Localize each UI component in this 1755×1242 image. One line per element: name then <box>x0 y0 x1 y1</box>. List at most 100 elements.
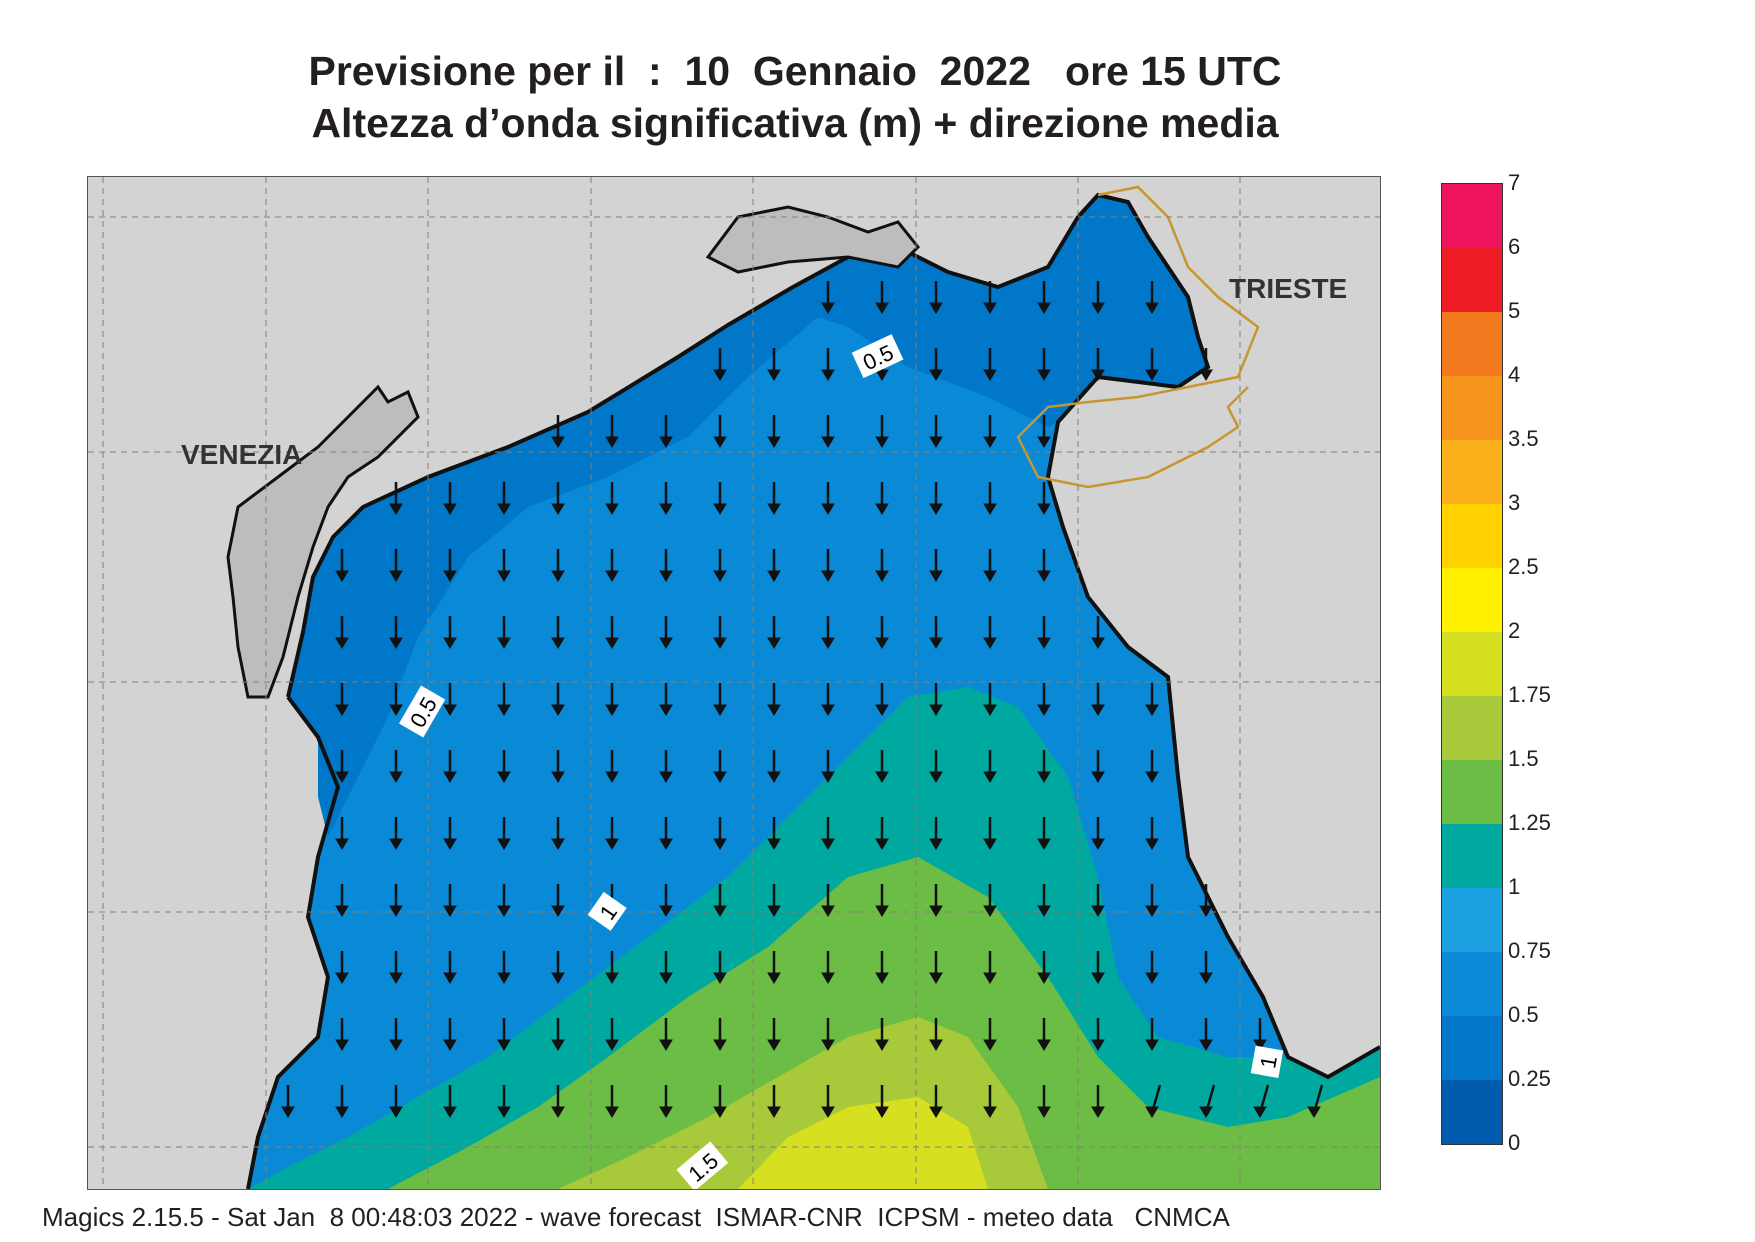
wave-arrow <box>1199 951 1213 984</box>
wave-arrow <box>497 683 511 716</box>
wave-arrow <box>551 884 565 917</box>
wave-arrow <box>983 884 997 917</box>
wave-arrow <box>389 884 403 917</box>
wave-arrow <box>389 1085 403 1118</box>
wave-arrow <box>821 683 835 716</box>
wave-arrow <box>659 1018 673 1051</box>
colorbar-tick-label: 0.25 <box>1508 1066 1551 1091</box>
wave-direction-arrows <box>281 281 1324 1118</box>
wave-arrow <box>767 951 781 984</box>
colorbar-tick-label: 1.5 <box>1508 746 1539 771</box>
wave-arrow <box>929 348 943 381</box>
wave-arrow <box>443 951 457 984</box>
wave-arrow <box>659 750 673 783</box>
wave-arrow <box>875 884 889 917</box>
wave-arrow <box>983 683 997 716</box>
wave-arrow <box>497 951 511 984</box>
wave-arrow <box>497 616 511 649</box>
colorbar-segment <box>1442 1016 1502 1080</box>
wave-arrow <box>821 281 835 314</box>
wave-arrow <box>1199 1084 1216 1118</box>
contour-label: 1 <box>587 891 627 931</box>
wave-arrow <box>1037 683 1051 716</box>
wave-arrow <box>767 1085 781 1118</box>
wave-arrow <box>1091 817 1105 850</box>
wave-arrow <box>389 750 403 783</box>
wave-arrow <box>767 817 781 850</box>
wave-arrow <box>389 817 403 850</box>
wave-arrow <box>1145 951 1159 984</box>
wave-arrow <box>335 616 349 649</box>
wave-arrow <box>1037 281 1051 314</box>
wave-arrow <box>821 616 835 649</box>
wave-arrow <box>1307 1084 1324 1118</box>
wave-arrow <box>1091 750 1105 783</box>
wave-arrow <box>929 817 943 850</box>
wave-arrow <box>713 884 727 917</box>
city-label-trieste: TRIESTE <box>1229 273 1348 304</box>
wave-arrow <box>983 415 997 448</box>
wave-arrow <box>1037 951 1051 984</box>
wave-arrow <box>551 616 565 649</box>
wave-arrow <box>983 951 997 984</box>
wave-arrow <box>659 683 673 716</box>
wave-arrow <box>821 817 835 850</box>
band-125-15 <box>388 857 1380 1189</box>
wave-arrow <box>497 1018 511 1051</box>
colorbar-tick-label: 4 <box>1508 362 1521 387</box>
wave-arrow <box>605 1085 619 1118</box>
city-label-venezia: VENEZIA <box>181 439 303 470</box>
wave-arrow <box>605 683 619 716</box>
colorbar-segment <box>1442 568 1502 632</box>
wave-arrow <box>713 415 727 448</box>
wave-arrow <box>497 1085 511 1118</box>
colorbar-segment <box>1442 312 1502 376</box>
wave-arrow <box>335 951 349 984</box>
wave-arrow <box>1091 348 1105 381</box>
wave-arrow <box>1091 951 1105 984</box>
colorbar-tick-label: 7 <box>1508 170 1521 195</box>
wave-arrow <box>1037 616 1051 649</box>
wave-arrow <box>713 549 727 582</box>
wave-arrow <box>875 750 889 783</box>
wave-arrow <box>551 482 565 515</box>
wave-arrow <box>821 549 835 582</box>
wave-arrow <box>551 549 565 582</box>
footer-credits: Magics 2.15.5 - Sat Jan 8 00:48:03 2022 … <box>42 1202 1230 1232</box>
colorbar-segment <box>1442 888 1502 952</box>
colorbar-segment <box>1442 696 1502 760</box>
colorbar-tick-label: 1.25 <box>1508 810 1551 835</box>
wave-arrow <box>929 415 943 448</box>
wave-arrow <box>875 1085 889 1118</box>
wave-arrow <box>605 817 619 850</box>
wave-arrow <box>551 951 565 984</box>
wave-arrow <box>875 616 889 649</box>
colorbar-tick-label: 0 <box>1508 1130 1521 1155</box>
wave-arrow <box>983 281 997 314</box>
colorbar-segment <box>1442 184 1502 248</box>
wave-arrow <box>443 884 457 917</box>
wave-arrow <box>281 1085 295 1118</box>
grado-lagoon-land <box>705 205 921 274</box>
wave-arrow <box>821 1018 835 1051</box>
wave-arrow <box>659 884 673 917</box>
wave-arrow <box>767 482 781 515</box>
colorbar-segment <box>1442 952 1502 1016</box>
wave-arrow <box>551 415 565 448</box>
colorbar-tick-label: 3 <box>1508 490 1521 515</box>
wave-arrow <box>929 549 943 582</box>
wave-arrow <box>929 281 943 314</box>
wave-arrow <box>983 1018 997 1051</box>
colorbar-tick-label: 2.5 <box>1508 554 1539 579</box>
colorbar-segment <box>1442 376 1502 440</box>
wave-arrow <box>335 1085 349 1118</box>
colorbar-segment <box>1442 760 1502 824</box>
wave-arrow <box>821 348 835 381</box>
wave-arrow <box>767 415 781 448</box>
wave-arrow <box>929 683 943 716</box>
wave-arrow <box>821 415 835 448</box>
sea-area <box>248 195 1380 1189</box>
wave-arrow <box>821 951 835 984</box>
wave-arrow <box>1145 1018 1159 1051</box>
wave-arrow <box>659 817 673 850</box>
